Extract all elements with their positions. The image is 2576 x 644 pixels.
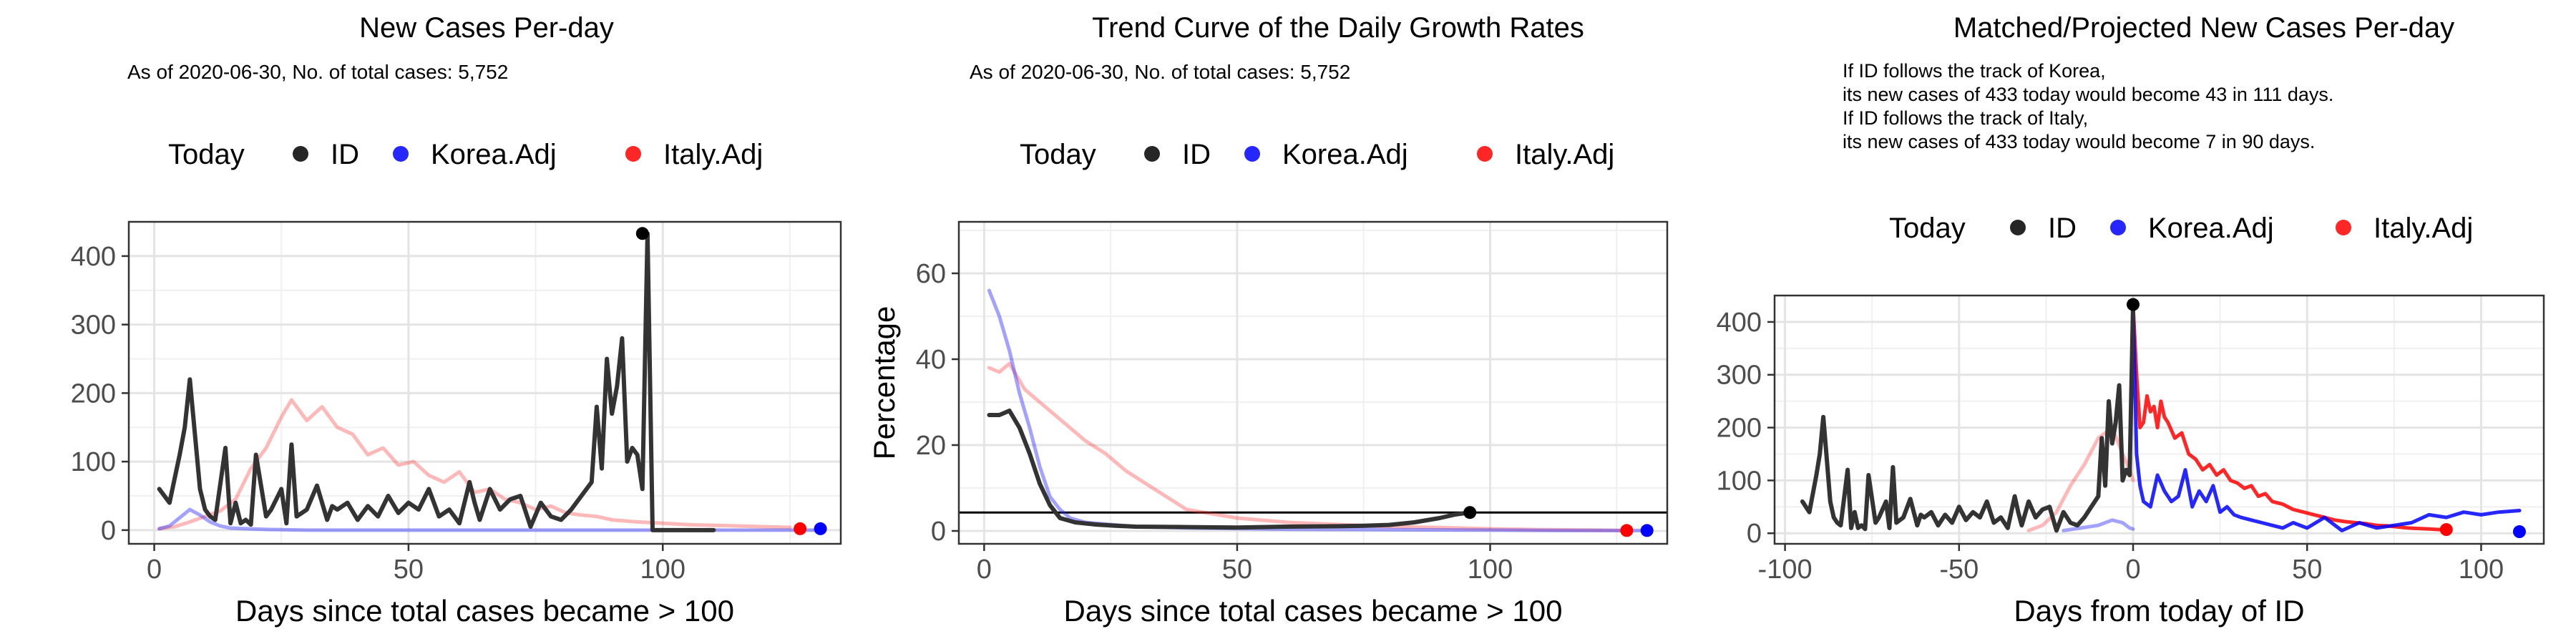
x-tick-label: 100 — [2459, 555, 2504, 585]
chart-subtitle: As of 2020-06-30, No. of total cases: 5,… — [970, 61, 1350, 83]
y-tick-label: 300 — [1717, 361, 1762, 391]
chart-title: Trend Curve of the Daily Growth Rates — [1092, 12, 1584, 44]
series-line-italy-adj — [987, 361, 1629, 532]
series-group — [1800, 298, 2526, 539]
y-tick-label: 300 — [71, 311, 116, 341]
series-line-id — [987, 409, 1473, 530]
x-axis-label: Days since total cases became > 100 — [235, 594, 734, 628]
plot-border — [1773, 294, 2545, 545]
series-line-korea-adj — [987, 288, 1649, 532]
legend-title: Today — [168, 139, 245, 170]
legend-label-italy-adj: Italy.Adj — [2373, 213, 2473, 244]
series-group — [987, 288, 1654, 537]
legend-label-italy-adj: Italy.Adj — [663, 139, 763, 170]
legend-key-korea-adj — [2110, 220, 2126, 235]
legend-label-id: ID — [2048, 213, 2077, 244]
x-tick-label: -100 — [1758, 555, 1813, 585]
series-line-korea-adj — [157, 507, 817, 532]
axis-ticks: -100 -50 0 50 100 0 100 200 300 400 — [1717, 308, 2504, 585]
today-point-korea-adj — [814, 522, 827, 535]
today-point-id — [2127, 298, 2140, 311]
series-line-id — [1800, 302, 2135, 533]
chart-panel-3: Matched/Projected New Cases Per-day If ID… — [1717, 12, 2545, 628]
legend-key-italy-adj — [2336, 220, 2351, 235]
x-axis-label: Days since total cases became > 100 — [1064, 594, 1563, 628]
grid-lines — [959, 222, 1667, 544]
y-tick-label: 200 — [71, 379, 116, 409]
chart-panel-1: New Cases Per-day As of 2020-06-30, No. o… — [71, 12, 842, 628]
today-point-italy-adj — [2439, 523, 2453, 537]
legend-label-korea-adj: Korea.Adj — [1282, 139, 1408, 170]
today-point-korea-adj — [2512, 525, 2526, 539]
chart-annotation-line: If ID follows the track of Italy, — [1843, 107, 2088, 129]
plot-area — [129, 222, 841, 544]
y-tick-label: 0 — [101, 516, 116, 546]
legend-title: Today — [1020, 139, 1096, 170]
y-tick-label: 400 — [1717, 308, 1762, 338]
legend-key-id — [1144, 146, 1160, 162]
x-tick-label: 100 — [640, 555, 686, 585]
y-tick-label: 100 — [71, 447, 116, 477]
today-point-italy-adj — [794, 522, 807, 535]
y-tick-label: 400 — [71, 242, 116, 272]
plot-border — [957, 220, 1669, 545]
legend-label-italy-adj: Italy.Adj — [1515, 139, 1614, 170]
axis-ticks: 0 50 100 0 20 40 60 — [916, 259, 1513, 585]
series-line-italy-adj — [2026, 426, 2135, 532]
chart-panel-2: Trend Curve of the Daily Growth Rates As … — [867, 12, 1669, 628]
legend-key-italy-adj — [1477, 146, 1493, 162]
chart-legend: Today ID Korea.Adj Italy.Adj — [1889, 213, 2473, 244]
chart-annotation-line: its new cases of 433 today would become … — [1843, 131, 2315, 152]
series-line-korea-adj — [2131, 303, 2522, 532]
legend-label-korea-adj: Korea.Adj — [2148, 213, 2274, 244]
x-tick-label: 0 — [2125, 555, 2140, 585]
legend-key-korea-adj — [1244, 146, 1260, 162]
series-group — [157, 227, 827, 535]
y-axis-label: Percentage — [867, 306, 901, 460]
plot-area — [959, 222, 1667, 544]
legend-key-italy-adj — [625, 146, 641, 162]
chart-legend: Today ID Korea.Adj Italy.Adj — [1020, 139, 1614, 170]
x-tick-label: 100 — [1468, 555, 1513, 585]
x-tick-label: 50 — [1222, 555, 1252, 585]
chart-legend: Today ID Korea.Adj Italy.Adj — [168, 139, 763, 170]
y-tick-label: 0 — [931, 517, 946, 547]
legend-title: Today — [1889, 213, 1966, 244]
chart-title: Matched/Projected New Cases Per-day — [1953, 12, 2454, 44]
legend-key-id — [2010, 220, 2026, 235]
x-tick-label: -50 — [1939, 555, 1979, 585]
y-tick-label: 200 — [1717, 414, 1762, 444]
series-line-korea-adj — [2062, 518, 2135, 532]
y-tick-label: 100 — [1717, 466, 1762, 496]
grid-lines — [129, 222, 841, 544]
x-axis-label: Days from today of ID — [2014, 594, 2304, 628]
chart-title: New Cases Per-day — [359, 12, 614, 44]
y-tick-label: 20 — [916, 431, 946, 461]
chart-subtitle: As of 2020-06-30, No. of total cases: 5,… — [127, 61, 508, 83]
y-tick-label: 0 — [1747, 519, 1762, 549]
legend-label-id: ID — [331, 139, 359, 170]
legend-key-korea-adj — [393, 146, 409, 162]
chart-annotation-line: If ID follows the track of Korea, — [1843, 60, 2106, 82]
today-point-id — [1463, 506, 1477, 519]
legend-key-id — [293, 146, 308, 162]
x-tick-label: 0 — [147, 555, 162, 585]
today-point-italy-adj — [1620, 524, 1634, 537]
y-tick-label: 60 — [916, 259, 946, 289]
series-line-id — [157, 231, 716, 532]
today-point-korea-adj — [1640, 524, 1654, 537]
x-tick-label: 50 — [2292, 555, 2322, 585]
x-tick-label: 50 — [394, 555, 424, 585]
series-line-italy-adj — [2131, 303, 2449, 532]
x-tick-label: 0 — [977, 555, 992, 585]
axis-ticks: 0 50 100 0 100 200 300 400 — [71, 242, 686, 585]
today-point-id — [635, 227, 649, 240]
legend-label-id: ID — [1182, 139, 1211, 170]
plot-border — [127, 220, 842, 545]
legend-label-korea-adj: Korea.Adj — [431, 139, 557, 170]
chart-annotation-line: its new cases of 433 today would become … — [1843, 84, 2333, 105]
y-tick-label: 40 — [916, 345, 946, 375]
